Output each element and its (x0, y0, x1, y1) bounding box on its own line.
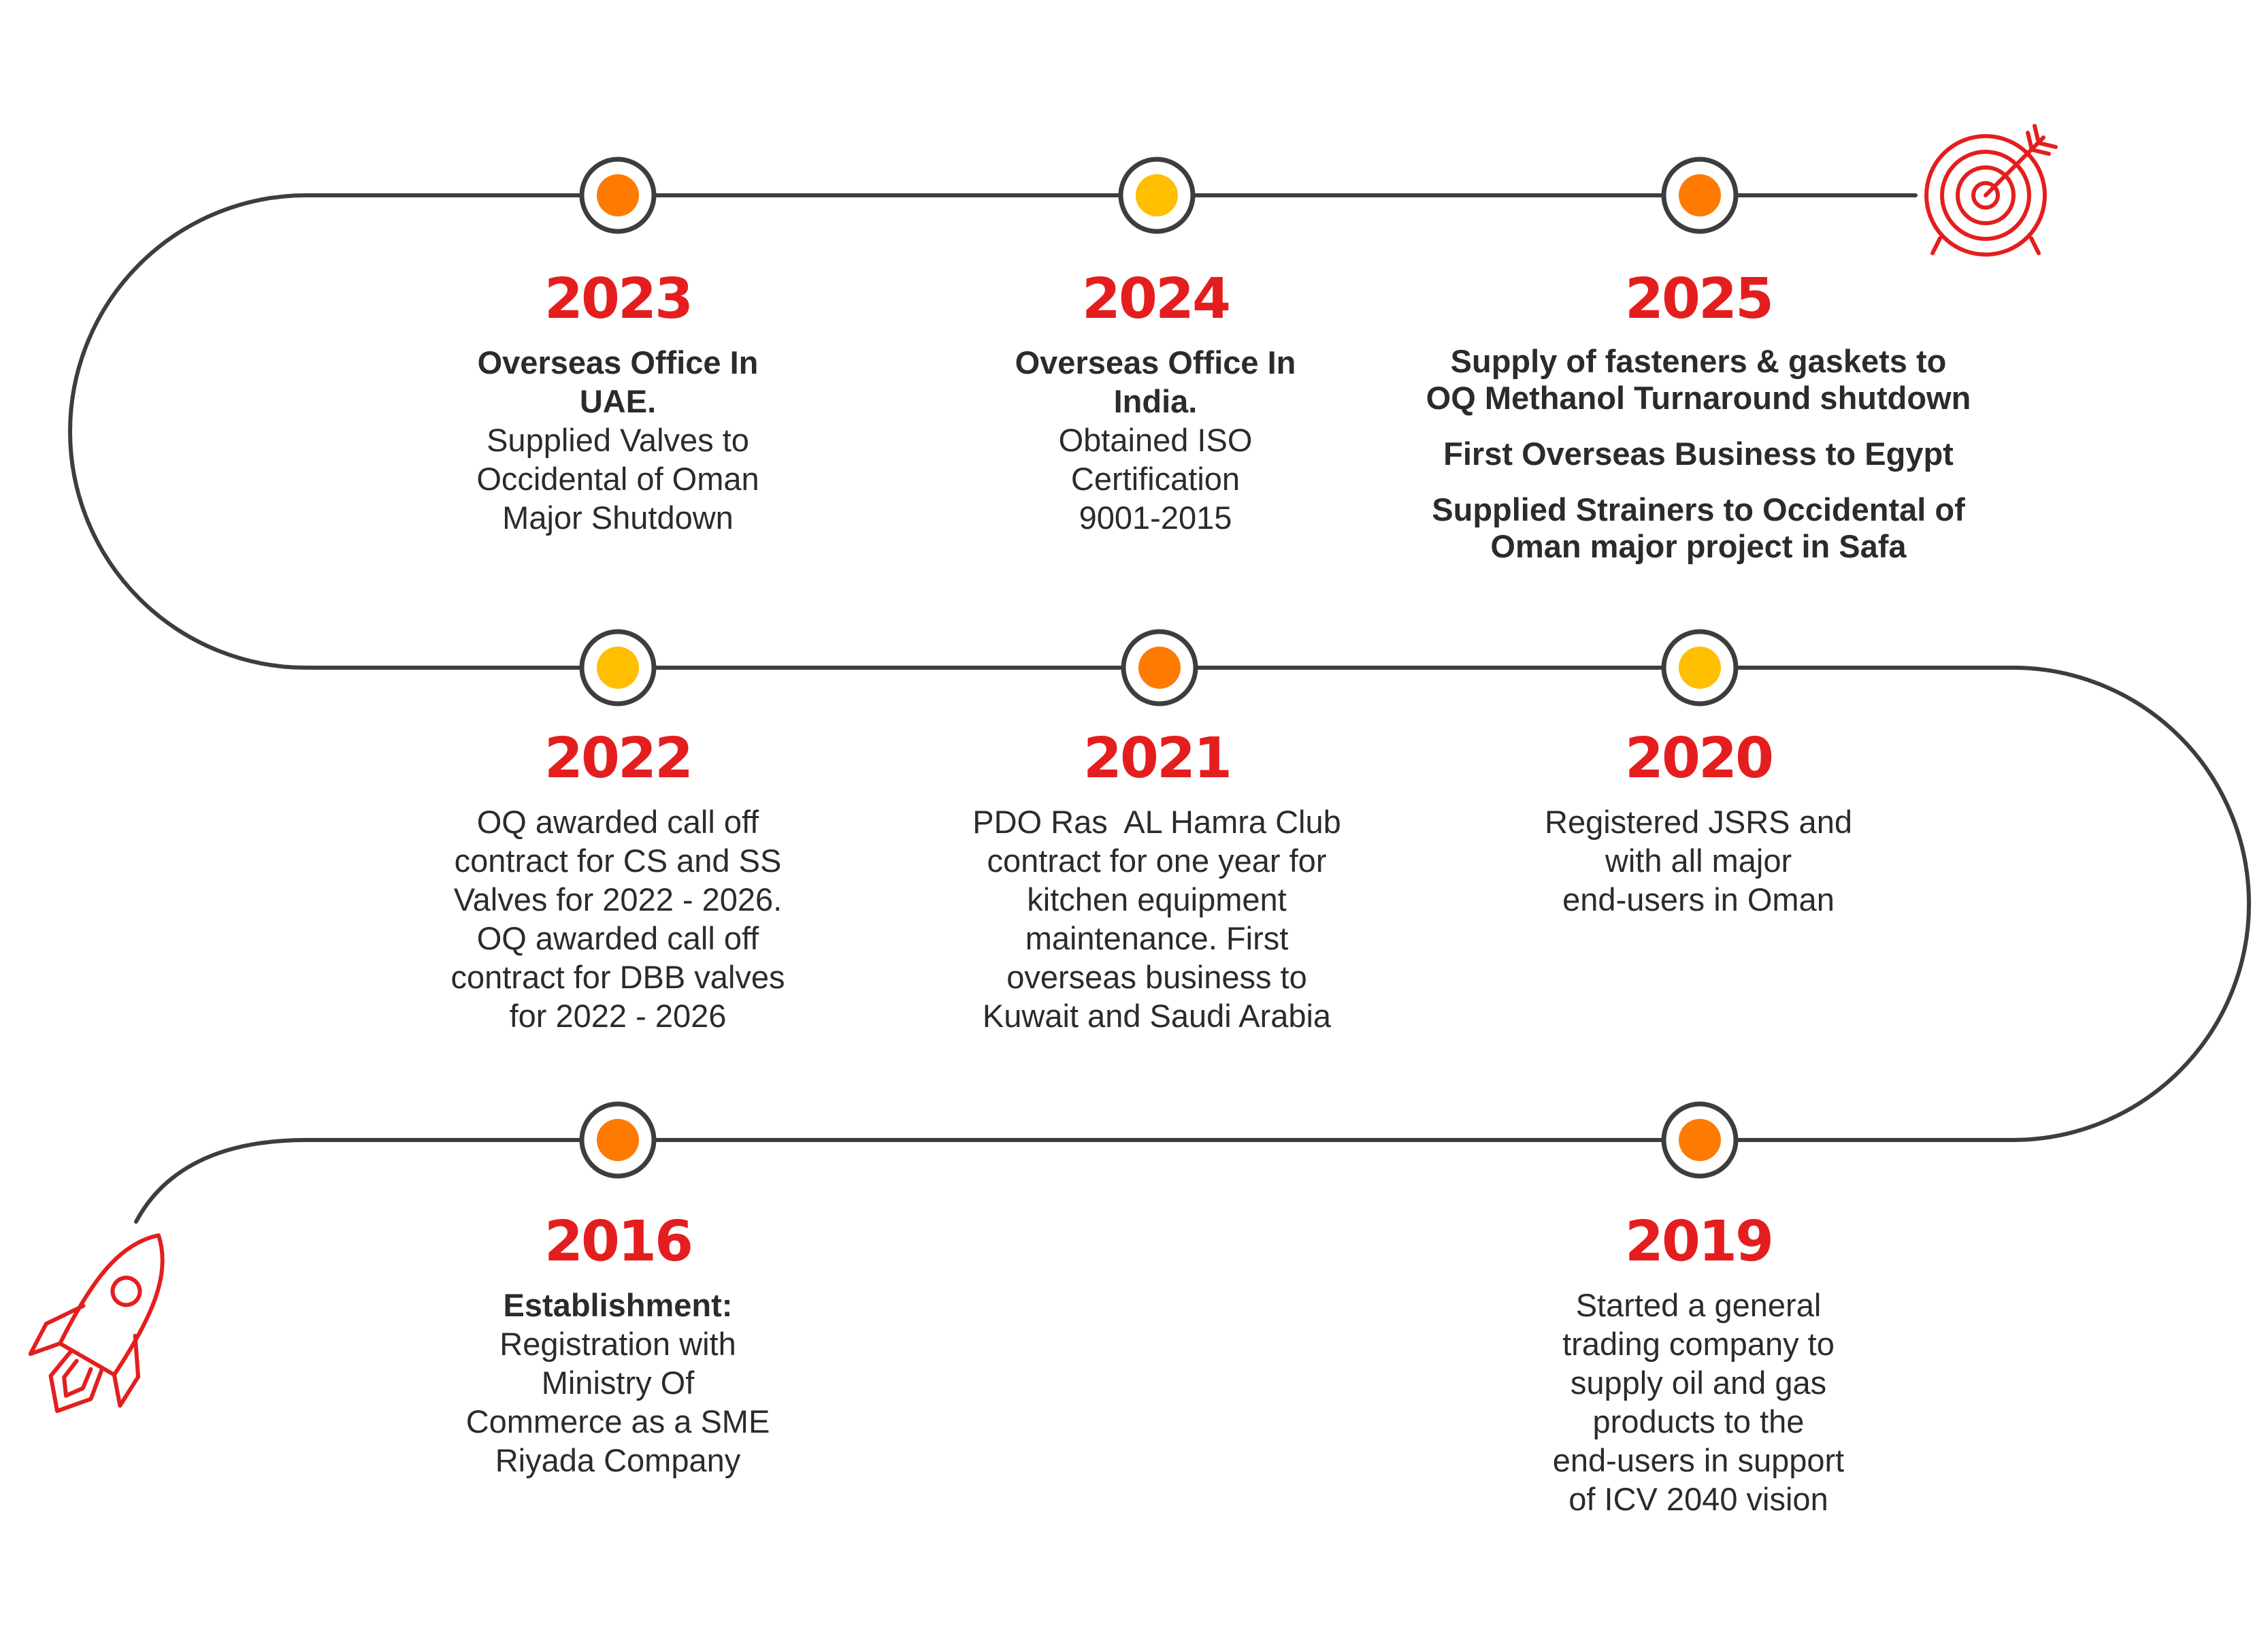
milestone-2020: 2020 Registered JSRS and with all major … (1358, 725, 2039, 919)
milestone-2019: 2019 Started a general trading company t… (1358, 1208, 2039, 1518)
milestone-text: with all major (1605, 843, 1792, 879)
milestone-year: 2025 (1624, 267, 1774, 331)
target-arrow-icon (1924, 124, 2058, 257)
milestone-text: Occidental of Oman (476, 461, 759, 497)
milestone-year: 2016 (544, 1209, 693, 1274)
rocket-icon (28, 1233, 165, 1414)
milestone-text: Certification (1070, 461, 1240, 497)
milestone-text: Commerce as a SME (465, 1403, 770, 1439)
milestone-text: Valves for 2022 - 2026. (453, 881, 783, 917)
milestone-year: 2021 (1083, 726, 1232, 791)
milestone-text: overseas business to (1006, 959, 1307, 995)
dot-2020 (1661, 629, 1739, 706)
milestone-text: end-users in support (1552, 1442, 1845, 1478)
milestone-text: Riyada Company (495, 1442, 741, 1478)
timeline-path (68, 193, 2251, 1224)
dot-2025-fill (1679, 174, 1721, 216)
dot-2021-fill (1138, 647, 1181, 689)
milestone-text: OQ Methanol Turnaround shutdown (1426, 380, 1971, 416)
milestone-text: First Overseas Business to Egypt (1443, 436, 1954, 472)
milestone-text: OQ awarded call off (476, 920, 759, 956)
milestone-text: for 2022 - 2026 (509, 998, 727, 1034)
dot-2020-fill (1679, 647, 1721, 689)
milestone-text: India. (1113, 383, 1198, 419)
milestone-text: Started a general (1575, 1287, 1822, 1323)
milestone-text: OQ awarded call off (476, 804, 759, 840)
dot-2022 (579, 629, 657, 706)
milestone-text: 9001-2015 (1079, 500, 1232, 536)
milestone-text: Overseas Office In (477, 344, 759, 380)
milestone-year: 2022 (544, 726, 693, 791)
dot-2019 (1661, 1101, 1739, 1179)
milestone-text: trading company to (1562, 1326, 1835, 1362)
milestone-2022: 2022 OQ awarded call off contract for CS… (278, 725, 958, 1035)
dot-2024-fill (1136, 174, 1178, 216)
milestone-text: Oman major project in Safa (1490, 528, 1907, 564)
milestone-text: contract for one year for (987, 843, 1327, 879)
dot-2023 (579, 157, 657, 234)
milestone-text: Supplied Strainers to Occidental of (1432, 491, 1965, 527)
milestone-text: Kuwait and Saudi Arabia (982, 998, 1332, 1034)
milestone-text: end-users in Oman (1562, 881, 1835, 917)
milestone-text: Supply of fasteners & gaskets to (1450, 343, 1947, 379)
milestone-text: Supplied Valves to (487, 422, 749, 458)
milestone-2016: 2016 Establishment: Registration with Mi… (278, 1208, 958, 1480)
milestone-text: Ministry Of (541, 1365, 695, 1401)
milestone-year: 2020 (1624, 726, 1774, 791)
milestone-text: products to the (1592, 1403, 1805, 1439)
milestone-text: contract for DBB valves (450, 959, 785, 995)
milestone-2023: 2023 Overseas Office In UAE. Supplied Va… (278, 265, 958, 537)
dot-2021 (1121, 629, 1198, 706)
milestone-year: 2019 (1624, 1209, 1774, 1274)
milestone-text: Major Shutdown (502, 500, 734, 536)
dot-2024 (1118, 157, 1196, 234)
milestone-year: 2024 (1081, 267, 1231, 331)
dot-2019-fill (1679, 1119, 1721, 1161)
milestone-text: of ICV 2040 vision (1568, 1481, 1828, 1517)
milestone-text: maintenance. First (1025, 920, 1289, 956)
dot-2022-fill (597, 647, 639, 689)
milestone-text: Registration with (499, 1326, 736, 1362)
milestone-text: supply oil and gas (1570, 1365, 1827, 1401)
milestone-text: PDO Ras AL Hamra Club (972, 804, 1341, 840)
milestone-text: kitchen equipment (1027, 881, 1287, 917)
milestone-2021: 2021 PDO Ras AL Hamra Club contract for … (817, 725, 1497, 1035)
milestone-text: UAE. (579, 383, 657, 419)
milestone-year: 2023 (544, 267, 693, 331)
dot-2016-fill (597, 1119, 639, 1161)
milestone-2024: 2024 Overseas Office In India. Obtained … (815, 265, 1496, 537)
milestone-text: contract for CS and SS (454, 843, 782, 879)
dot-2016 (579, 1101, 657, 1179)
dot-2023-fill (597, 174, 639, 216)
milestone-2025: 2025 Supply of fasteners & gaskets to OQ… (1358, 265, 2039, 565)
milestone-text: Obtained ISO (1058, 422, 1253, 458)
milestone-text: Overseas Office In (1015, 344, 1296, 380)
milestone-text: Establishment: (503, 1287, 733, 1323)
dot-2025 (1661, 157, 1739, 234)
milestone-text: Registered JSRS and (1545, 804, 1852, 840)
